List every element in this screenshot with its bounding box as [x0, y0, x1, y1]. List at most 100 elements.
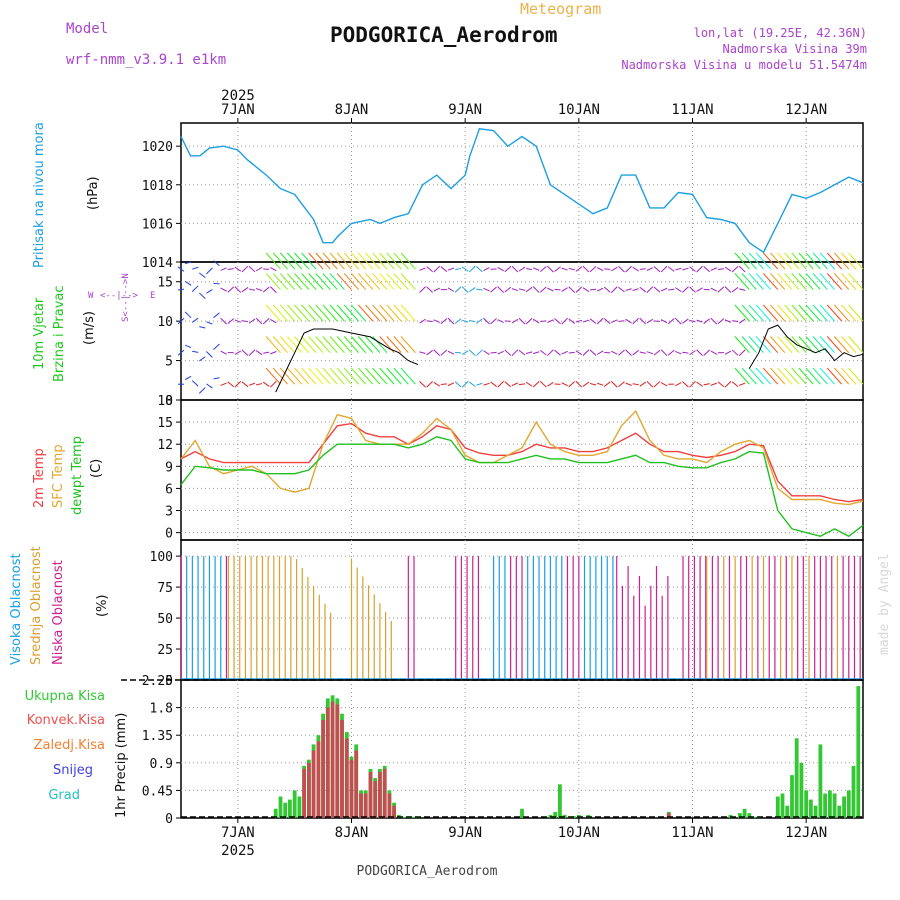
wind-barb: [675, 287, 682, 292]
wind-barb: [596, 382, 604, 386]
page-title: PODGORICA_Aerodrom: [330, 23, 558, 47]
wind-barb: [426, 350, 433, 356]
wind-barb: [739, 382, 746, 386]
wind-barb: [365, 273, 381, 290]
wind-barb: [532, 286, 540, 293]
wind-barb: [798, 336, 814, 354]
precip-total-bar: [775, 796, 780, 818]
wind-barb: [582, 319, 590, 323]
temp-label-2: SFC Temp: [51, 444, 66, 508]
precip-panel: 0 0.45 0.9 1.35 1.8 2.25: [121, 674, 864, 827]
wind-barb: [372, 273, 388, 290]
wind-barb: [329, 252, 345, 270]
wind-barb: [734, 304, 750, 322]
wind-barb: [717, 381, 725, 388]
wind-barb: [241, 349, 249, 356]
wind-barb: [603, 286, 611, 293]
wind-barb: [682, 318, 689, 324]
precip-conv-bar: [373, 781, 378, 818]
wind-barb: [336, 304, 352, 322]
wind-label-2: Brzina i Pravac: [52, 285, 67, 382]
wind-barb: [322, 273, 338, 290]
wind-barb: [554, 318, 561, 325]
precip-conv-bar: [340, 719, 344, 818]
wind-barb: [294, 367, 310, 385]
wind-barb: [301, 367, 317, 385]
wind-barb: [379, 252, 395, 270]
wind-barb: [841, 367, 857, 385]
wind-barb: [770, 336, 786, 354]
wind-barb: [447, 350, 455, 355]
year-top: 2025: [221, 88, 255, 104]
wind-barb: [191, 317, 199, 323]
wind-barb: [841, 273, 857, 290]
temp-2m-line: [180, 422, 864, 503]
wind-barb: [575, 286, 583, 293]
precip-total-bar: [297, 796, 302, 818]
wind-barb: [625, 288, 632, 291]
wind-barb: [286, 304, 303, 322]
wind-barb: [322, 336, 338, 354]
wind-barb: [639, 317, 647, 325]
wind-barb: [447, 382, 455, 387]
wind-barb: [755, 336, 772, 354]
wind-barb: [248, 349, 256, 356]
wind-barb: [272, 273, 288, 290]
wind-barb: [675, 382, 682, 387]
wind-barb: [343, 336, 359, 354]
wind-barb: [256, 383, 263, 386]
wind-barb: [504, 381, 512, 388]
wind-barb: [603, 381, 611, 388]
wind-barb: [220, 287, 227, 292]
wind-barb: [227, 318, 235, 325]
wind-barb: [805, 273, 821, 290]
bottom-day-axis: 7JAN 8JAN 9JAN 10JAN 11JAN 12JAN: [221, 818, 827, 841]
wind-barb: [400, 367, 416, 385]
wind-barb: [365, 336, 381, 354]
y-tick-label: 0.9: [150, 757, 173, 772]
wind-barb: [199, 356, 206, 362]
wind-barb: [734, 336, 750, 354]
wind-barb: [696, 349, 703, 356]
wind-barb: [213, 260, 220, 267]
wind-barb: [575, 319, 582, 323]
wind-barb: [696, 265, 703, 273]
wind-barb: [540, 349, 547, 356]
y-tick-label: 3: [165, 505, 173, 520]
temperature-panel: 0 3 6 9 12 15 18: [157, 394, 864, 542]
wind-barb: [703, 266, 711, 273]
wind-barb: [660, 265, 668, 273]
wind-barb: [286, 273, 303, 290]
wind-barb: [419, 286, 426, 293]
wind-barb: [322, 367, 338, 385]
wind-barb: [393, 252, 409, 270]
wind-barb: [329, 273, 345, 290]
wind-barb: [532, 318, 540, 324]
precip-legend-total: Ukupna Kisa: [25, 689, 105, 704]
precip-conv-bar: [387, 793, 392, 818]
wind-barb: [255, 317, 263, 325]
precip-conv-bar: [325, 707, 330, 818]
precip-total-bar: [856, 686, 861, 818]
wind-barb: [461, 266, 469, 272]
precip-total-bar: [837, 805, 842, 818]
cloud-label-1: Visoka Oblacnost: [9, 553, 24, 665]
meteogram-label: Meteogram: [520, 0, 601, 18]
wind-barb: [710, 382, 717, 386]
wind-barb: [294, 336, 310, 354]
wind-barb: [755, 367, 772, 385]
wind-barb: [419, 351, 426, 354]
wind-barb: [632, 383, 639, 386]
wind-barb: [184, 311, 192, 319]
wind-barb: [568, 267, 575, 271]
wind-barb: [568, 351, 575, 354]
wind-barb: [805, 336, 821, 354]
wind-barb: [433, 349, 441, 357]
wind-barb: [646, 286, 654, 293]
wind-barb: [784, 336, 800, 354]
wind-barb: [696, 287, 703, 292]
wind-barb: [561, 287, 568, 292]
wind-barb: [770, 367, 786, 385]
wind-barb: [696, 381, 703, 387]
wind-barb: [653, 381, 661, 388]
